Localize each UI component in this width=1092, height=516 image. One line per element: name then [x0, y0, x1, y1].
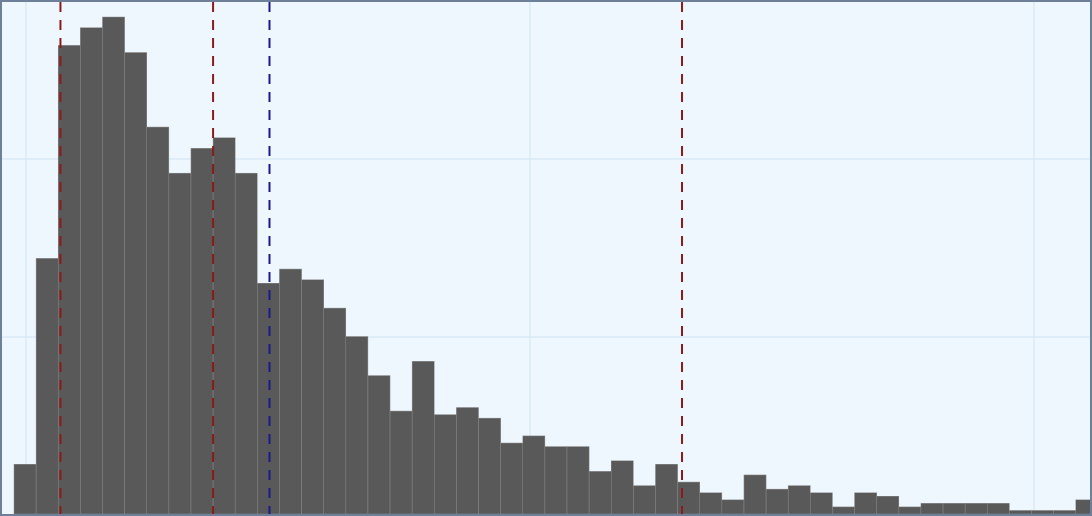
histogram-bar [35, 258, 59, 515]
histogram-bar [1053, 510, 1077, 515]
histogram-bar [876, 496, 900, 515]
histogram-bar [699, 492, 723, 515]
histogram-bar [80, 27, 103, 515]
histogram-bar [743, 474, 767, 515]
histogram-bar [522, 435, 546, 515]
histogram-bar [434, 414, 457, 515]
histogram-bar [633, 485, 656, 515]
histogram-bar [57, 45, 81, 515]
histogram-bar [168, 172, 192, 515]
histogram-bar [810, 492, 833, 515]
histogram-bar [588, 471, 612, 515]
histogram-bar [787, 485, 811, 515]
reference-lines [59, 2, 684, 514]
histogram-bar [964, 503, 988, 515]
histogram-bar [411, 361, 435, 515]
histogram-bar [677, 481, 700, 515]
histogram-bar [920, 503, 944, 515]
histogram-bar [257, 283, 280, 515]
histogram-bar [1031, 510, 1054, 515]
histogram-bar [898, 506, 922, 515]
histogram-bar [279, 268, 302, 515]
histogram-bar [721, 499, 745, 515]
histogram-bar [234, 172, 258, 515]
histogram-bar [146, 126, 170, 515]
histogram-bar [544, 446, 568, 515]
histogram-bar [987, 503, 1010, 515]
histogram-bar [102, 16, 125, 515]
histogram-bar [301, 279, 324, 515]
histogram-bar [854, 492, 877, 515]
histogram-bar [345, 336, 369, 515]
histogram-bar [367, 375, 391, 515]
histogram-bar [765, 488, 789, 515]
histogram-bar [1075, 499, 1092, 515]
histogram-bar [13, 464, 37, 515]
histogram-bar [1009, 510, 1032, 515]
histogram-bar [124, 52, 147, 515]
histogram-bar [942, 503, 966, 515]
histogram-bar [478, 417, 501, 515]
histogram-bar [566, 446, 590, 515]
histogram-bar [500, 442, 524, 515]
histogram-bar [610, 460, 634, 515]
histogram-bar [212, 137, 236, 515]
histogram-bar [655, 464, 678, 515]
histogram-bar [456, 407, 479, 515]
histogram-bar [323, 307, 347, 515]
histogram-bar [190, 148, 214, 515]
histogram-bar [832, 506, 855, 515]
histogram-bar [389, 410, 413, 515]
